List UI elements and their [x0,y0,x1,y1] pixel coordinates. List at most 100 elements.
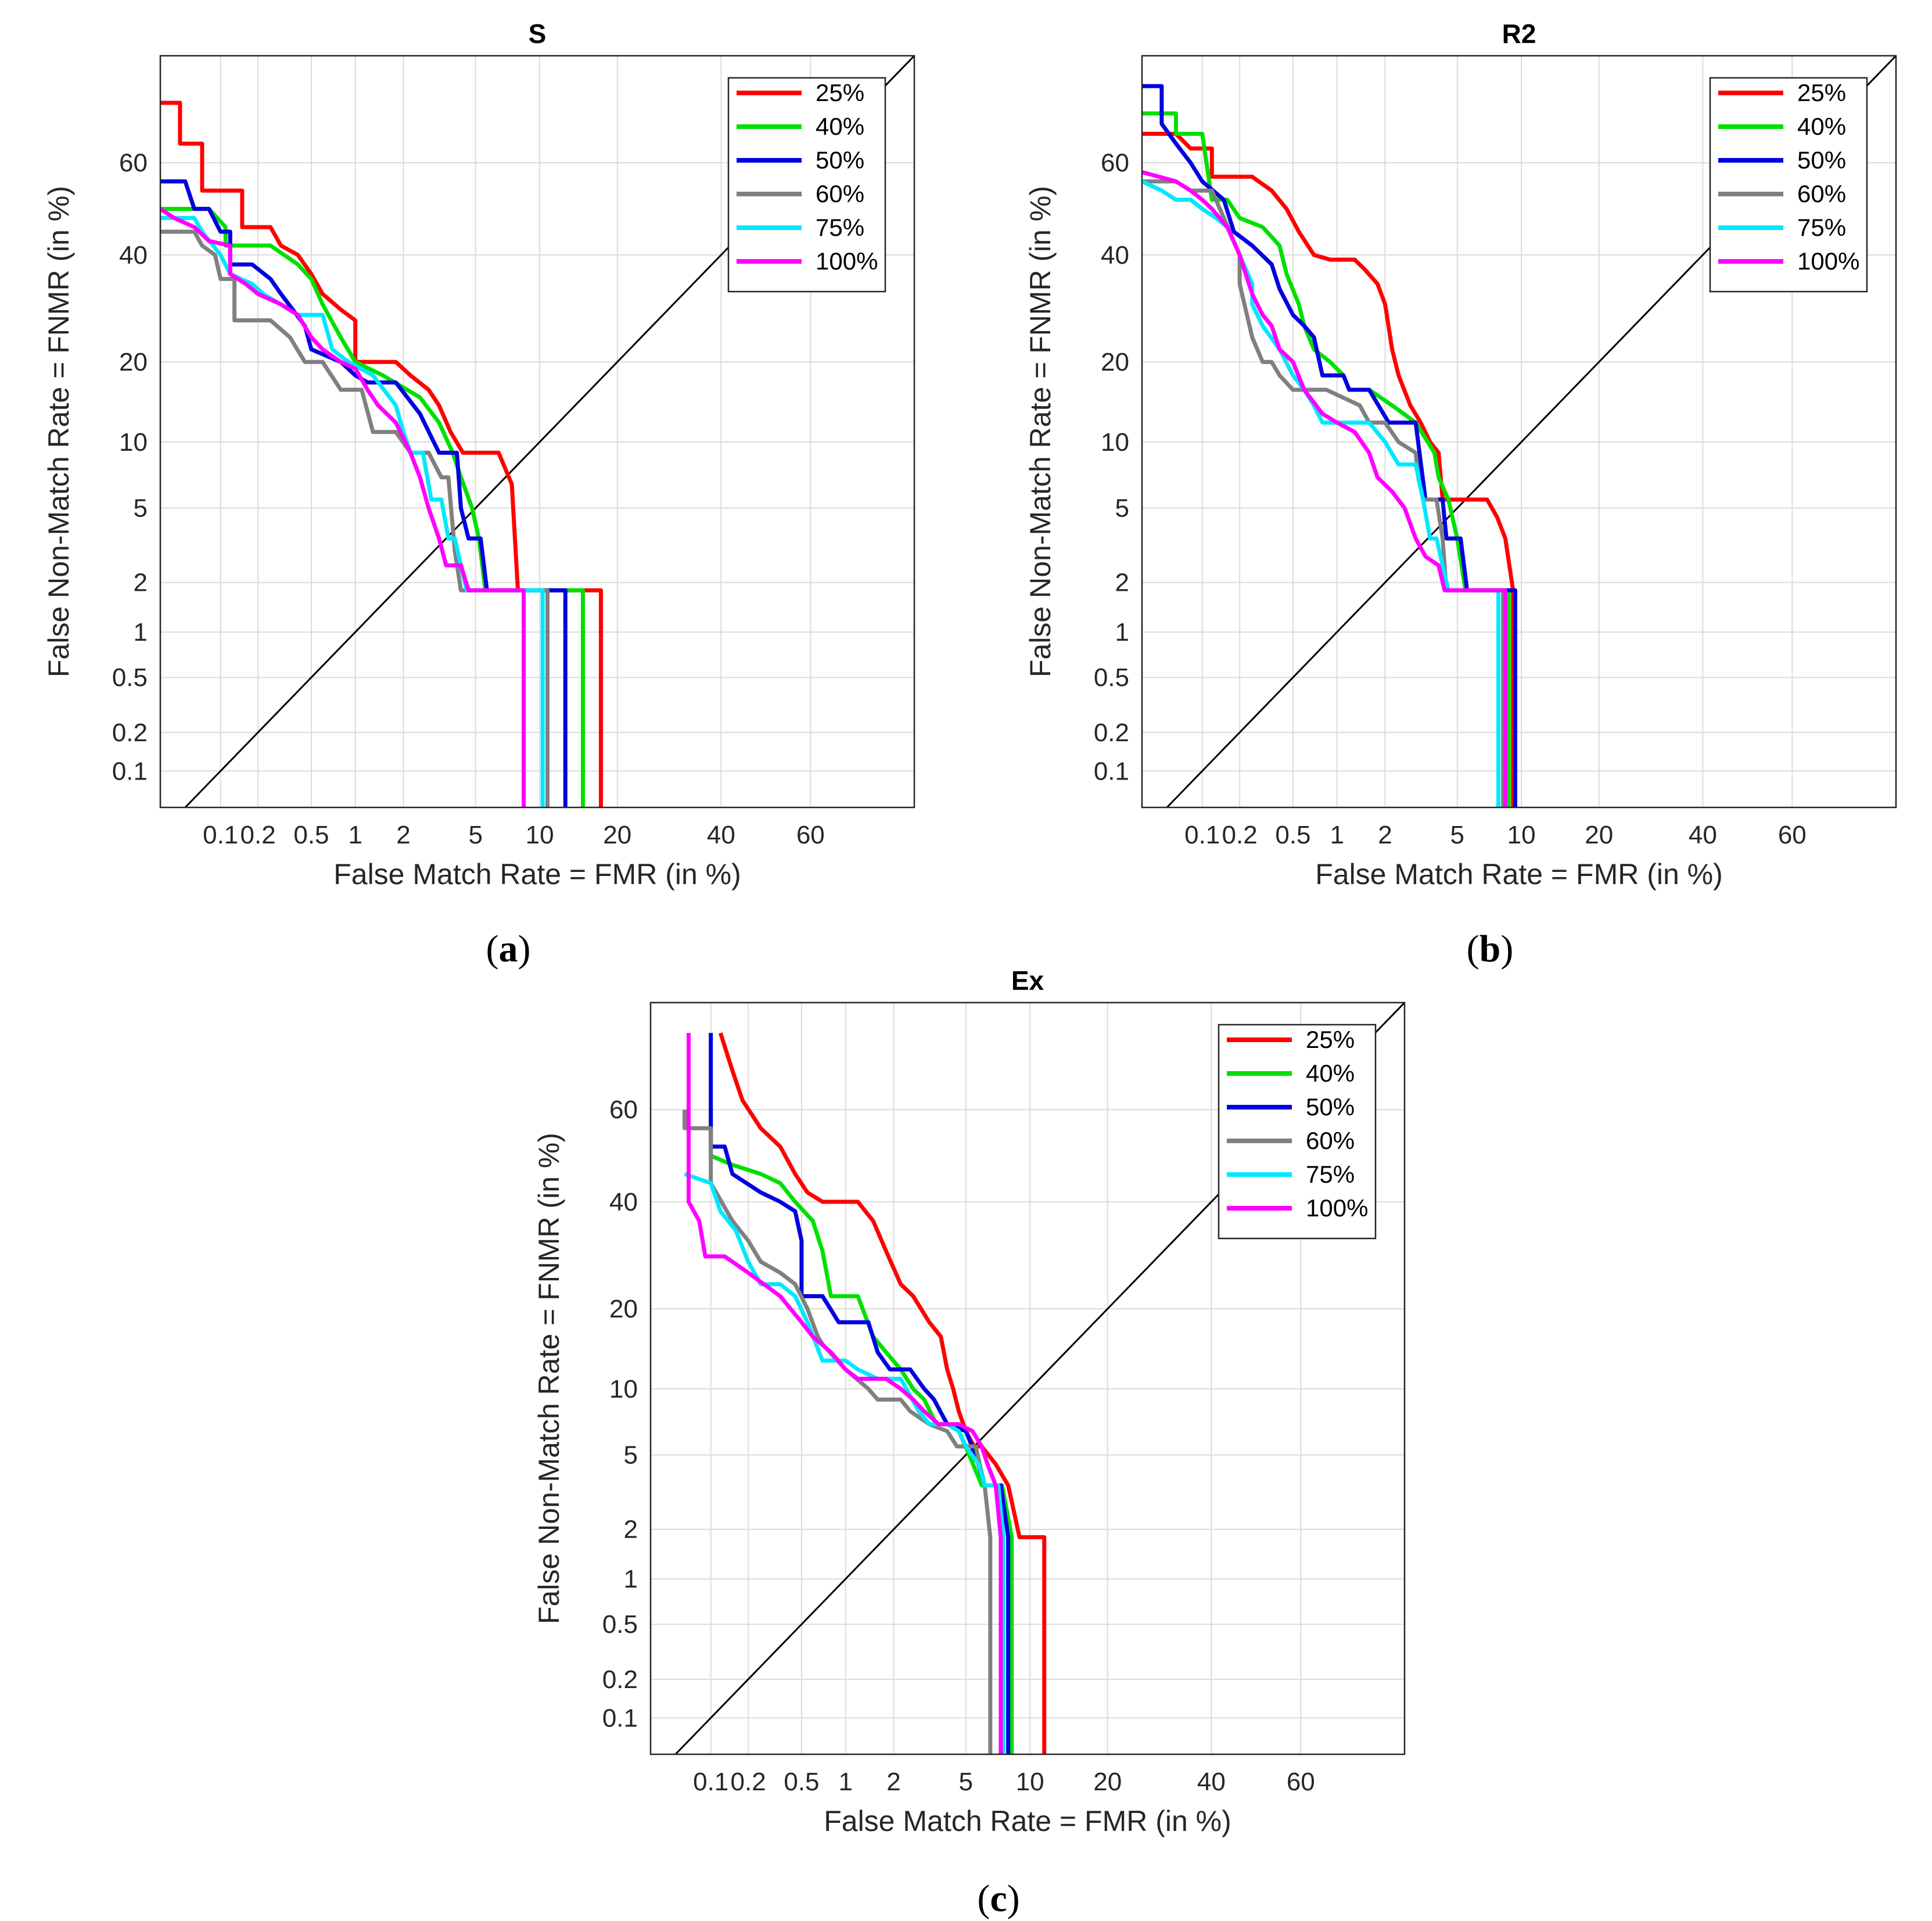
x-tick-label: 1 [838,1768,852,1796]
legend-label: 60% [1306,1127,1355,1154]
y-tick-label: 2 [1115,569,1129,597]
y-tick-label: 0.5 [602,1610,638,1639]
y-tick-label: 40 [119,241,148,270]
legend-label: 100% [1306,1194,1368,1222]
x-tick-label: 60 [796,821,825,849]
y-tick-label: 0.5 [1094,663,1129,692]
series-group [683,1032,1047,1754]
caption-close-paren: ) [1007,1877,1020,1920]
x-tick-label: 1 [348,821,362,849]
y-tick-label: 0.2 [1094,719,1129,747]
y-tick-label: 60 [609,1096,638,1124]
y-tick-label: 20 [1101,348,1129,376]
chart-title: R2 [1502,19,1536,49]
legend-label: 75% [1306,1161,1355,1188]
legend-label: 25% [1306,1026,1355,1053]
y-tick-label: 0.5 [112,663,148,692]
x-tick-label: 5 [1450,821,1464,849]
series-line-3 [709,1033,1011,1754]
legend-label: 100% [1797,247,1859,275]
y-tick-label: 40 [609,1188,638,1216]
y-tick-label: 10 [1101,428,1129,457]
legend: 25% 40% 50% 60% 75% 100% [1218,1024,1377,1240]
x-tick-label: 0.1 [1184,821,1220,849]
x-tick-label: 0.1 [203,821,238,849]
x-tick-label: 0.5 [1275,821,1310,849]
x-tick-label: 0.1 [693,1768,728,1796]
series-line-1 [718,1032,1047,1754]
legend-label: 50% [1797,146,1846,174]
series-line-4 [160,229,550,807]
x-tick-label: 60 [1287,1768,1315,1796]
panel-r2: 0.1 0.2 0.5 1 2 5 10 20 40 600.10.20.512510204060… [1024,19,1897,970]
x-tick-label: 10 [1016,1768,1044,1796]
x-tick-label: 40 [707,821,735,849]
axes-box [159,55,915,809]
y-tick-label: 1 [1115,618,1129,647]
caption-close-paren: ) [518,928,531,970]
x-tick-label: 2 [396,821,410,849]
y-tick-label: 1 [624,1565,638,1593]
series-line-5 [160,216,545,807]
x-tick-label: 5 [468,821,482,849]
caption-letter: b [1479,928,1501,970]
legend-label: 50% [816,146,864,174]
x-tick-label: 0.2 [240,821,276,849]
series-line-2 [1142,111,1511,807]
caption-open-paren: ( [486,928,499,970]
x-tick-label: 1 [1330,821,1344,849]
y-tick-label: 20 [609,1295,638,1323]
x-tick-label: 60 [1778,821,1807,849]
panel-caption: (a) [486,928,531,970]
series-line-6 [160,207,526,807]
y-tick-label: 1 [134,618,148,647]
caption-letter: a [499,928,518,970]
y-tick-label: 0.2 [602,1665,638,1694]
grid [1142,56,1896,807]
x-tick-label: 10 [526,821,554,849]
legend: 25% 40% 50% 60% 75% 100% [727,77,886,293]
y-tick-label: 0.1 [112,757,148,785]
y-tick-label: 10 [119,428,148,457]
x-tick-label: 40 [1197,1768,1226,1796]
chart-title: Ex [1011,965,1044,996]
y-tick-label: 20 [119,348,148,376]
legend-label: 75% [816,214,864,241]
x-tick-label: 2 [1378,821,1392,849]
legend-box [727,77,886,293]
x-axis-label: False Match Rate = FMR (in %) [333,858,741,891]
x-tick-label: 5 [958,1768,972,1796]
x-axis-label: False Match Rate = FMR (in %) [1315,858,1723,891]
series-group [1142,84,1517,807]
x-tick-label: 10 [1507,821,1536,849]
series-line-1 [1142,131,1516,807]
x-tick-label: 40 [1689,821,1717,849]
y-tick-label: 60 [1101,149,1129,177]
y-tick-label: 60 [119,149,148,177]
y-tick-label: 5 [624,1441,638,1470]
legend: 25% 40% 50% 60% 75% 100% [1709,77,1868,293]
x-tick-label: 0.2 [731,1768,766,1796]
x-tick-label: 2 [886,1768,900,1796]
y-tick-label: 2 [134,569,148,597]
y-tick-label: 0.2 [112,719,148,747]
series-line-4 [683,1109,993,1754]
legend-label: 100% [816,247,878,275]
legend-label: 60% [816,180,864,207]
series-group [160,100,603,807]
legend-box [1709,77,1868,293]
panel-caption: (b) [1467,928,1514,970]
legend-box [1218,1024,1377,1240]
legend-label: 25% [1797,79,1846,106]
legend-label: 50% [1306,1093,1355,1121]
grid [160,56,914,807]
caption-open-paren: ( [1467,928,1479,970]
x-tick-label: 0.5 [293,821,329,849]
x-tick-label: 0.2 [1222,821,1258,849]
caption-open-paren: ( [977,1877,990,1920]
y-axis-label: False Non-Match Rate = FNMR (in %) [42,186,75,677]
legend-label: 60% [1797,180,1846,207]
y-tick-label: 40 [1101,241,1129,270]
legend-label: 40% [1797,113,1846,140]
